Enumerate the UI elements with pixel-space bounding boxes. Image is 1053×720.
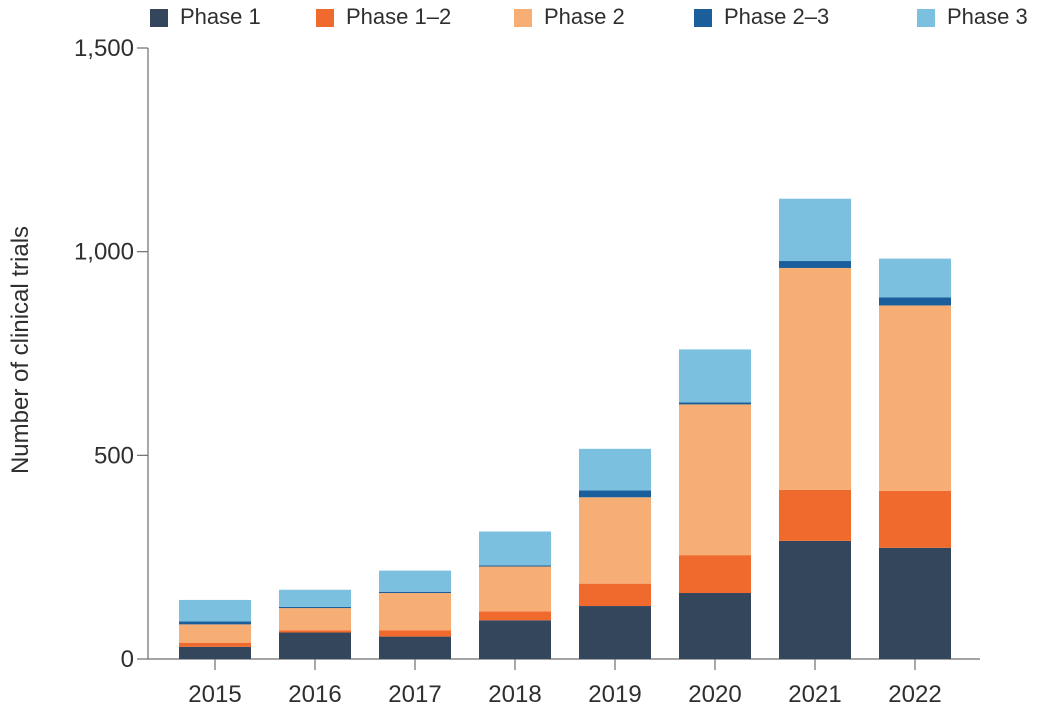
bar-2020-phase-1 (679, 593, 751, 659)
bar-2018-phase-3 (479, 531, 551, 566)
x-tick-label-2020: 2020 (688, 681, 741, 708)
bar-2022-phase-2 (879, 305, 951, 491)
legend-label-phase-1-2: Phase 1–2 (346, 4, 451, 29)
bar-stack-2022 (879, 258, 951, 659)
x-tick-label-2015: 2015 (188, 681, 241, 708)
bar-stack-2018 (479, 531, 551, 659)
bar-2016-phase-3 (279, 589, 351, 607)
bar-2016-phase-2 (279, 608, 351, 631)
y-axis: 0 500 1,000 1,500 (74, 35, 149, 673)
bar-stack-2019 (579, 448, 651, 659)
legend-label-phase-1: Phase 1 (180, 4, 261, 29)
bar-2018-phase-2 (479, 566, 551, 612)
bar-2015-phase-3 (179, 599, 251, 622)
bar-2019-phase-3 (579, 448, 651, 491)
bar-2019-phase-1-2 (579, 583, 651, 607)
bar-stack-2021 (779, 198, 851, 659)
bar-2022-phase-3 (879, 258, 951, 298)
legend-swatch-phase-3 (917, 9, 935, 27)
x-tick-label-2018: 2018 (488, 681, 541, 708)
y-tick-label-1500: 1,500 (74, 35, 134, 62)
bar-2016-phase-1-2 (279, 630, 351, 633)
bar-2022-phase-2-3 (879, 297, 951, 306)
bar-2016-phase-2-3 (279, 606, 351, 609)
bar-2015-phase-1-2 (179, 642, 251, 647)
y-tick-label-1000: 1,000 (74, 239, 134, 266)
bar-2020-phase-1-2 (679, 555, 751, 594)
legend-item-phase-1: Phase 1 (150, 4, 261, 29)
x-tick-label-2016: 2016 (288, 681, 341, 708)
legend-swatch-phase-1 (150, 9, 168, 27)
bar-2019-phase-2-3 (579, 490, 651, 498)
legend-item-phase-2-3: Phase 2–3 (694, 4, 829, 29)
x-axis: 2015 2016 2017 2018 2019 2020 2021 2022 (148, 658, 980, 708)
bar-2022-phase-1 (879, 547, 951, 659)
legend-label-phase-2: Phase 2 (544, 4, 625, 29)
legend-item-phase-2: Phase 2 (514, 4, 625, 29)
legend-swatch-phase-1-2 (316, 9, 334, 27)
bar-stack-2020 (679, 349, 751, 659)
x-tick-label-2022: 2022 (888, 681, 941, 708)
legend: Phase 1 Phase 1–2 Phase 2 Phase 2–3 Phase 3 (150, 4, 1028, 29)
bar-2015-phase-2-3 (179, 621, 251, 625)
legend-item-phase-1-2: Phase 1–2 (316, 4, 451, 29)
legend-swatch-phase-2-3 (694, 9, 712, 27)
y-tick-label-500: 500 (94, 442, 134, 469)
bar-2017-phase-3 (379, 570, 451, 592)
bar-2021-phase-1-2 (779, 489, 851, 541)
bar-2018-phase-1 (479, 620, 551, 659)
bar-2021-phase-3 (779, 198, 851, 262)
bar-2017-phase-1 (379, 636, 451, 659)
bar-2019-phase-2 (579, 497, 651, 584)
bar-2021-phase-1 (779, 540, 851, 659)
bar-2018-phase-2-3 (479, 565, 551, 567)
legend-swatch-phase-2 (514, 9, 532, 27)
bar-2021-phase-2 (779, 267, 851, 490)
bar-2020-phase-2-3 (679, 402, 751, 405)
bar-2017-phase-1-2 (379, 630, 451, 637)
legend-item-phase-3: Phase 3 (917, 4, 1028, 29)
x-tick-label-2019: 2019 (588, 681, 641, 708)
bar-2015-phase-1 (179, 646, 251, 659)
x-tick-label-2017: 2017 (388, 681, 441, 708)
bar-2020-phase-3 (679, 349, 751, 403)
legend-label-phase-3: Phase 3 (947, 4, 1028, 29)
bar-2022-phase-1-2 (879, 490, 951, 548)
bar-2021-phase-2-3 (779, 261, 851, 268)
bar-stack-2016 (279, 589, 351, 659)
bar-2019-phase-1 (579, 606, 651, 659)
y-axis-title: Number of clinical trials (7, 226, 34, 474)
bar-stack-2017 (379, 570, 451, 659)
bar-stack-2015 (179, 599, 251, 659)
legend-label-phase-2-3: Phase 2–3 (724, 4, 829, 29)
bar-2016-phase-1 (279, 632, 351, 659)
bar-2015-phase-2 (179, 624, 251, 643)
y-tick-label-0: 0 (121, 646, 134, 673)
bar-2020-phase-2 (679, 404, 751, 556)
bar-2017-phase-2 (379, 593, 451, 631)
bar-2018-phase-1-2 (479, 611, 551, 621)
bar-2017-phase-2-3 (379, 591, 451, 594)
x-tick-label-2021: 2021 (788, 681, 841, 708)
bars (179, 198, 951, 659)
